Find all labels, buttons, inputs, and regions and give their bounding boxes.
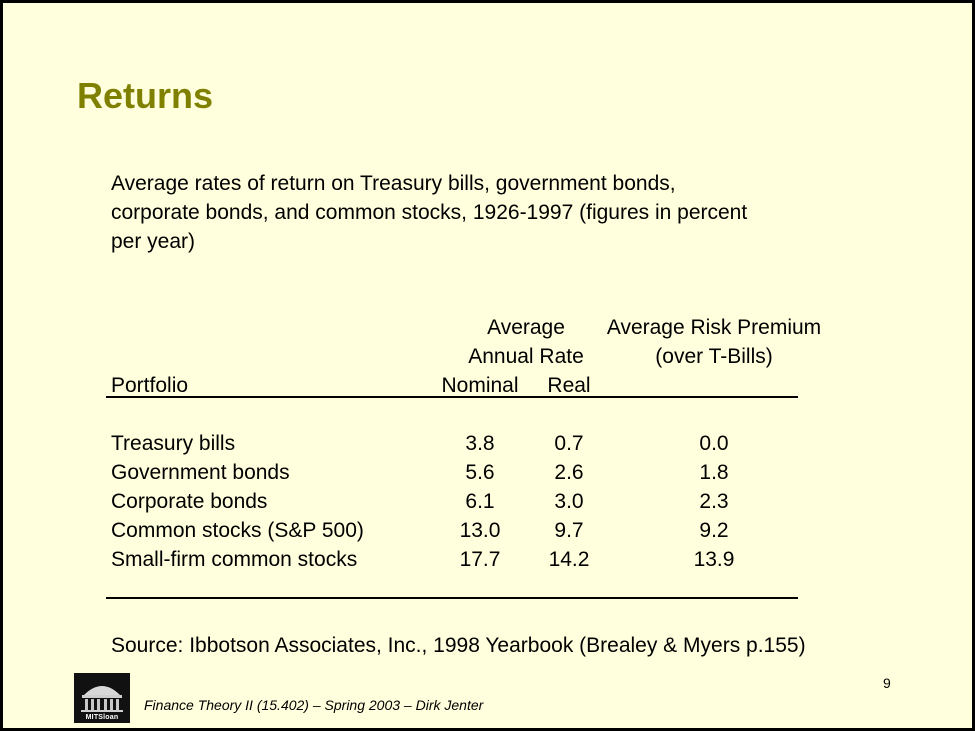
row-portfolio: Small-firm common stocks [111, 548, 358, 571]
slide-title: Returns [77, 75, 214, 116]
row-nominal: 13.0 [459, 519, 501, 542]
row-real: 14.2 [548, 548, 590, 571]
row-nominal: 5.6 [465, 461, 495, 484]
row-real: 3.0 [554, 490, 584, 513]
row-real: 0.7 [554, 432, 584, 455]
header-over-tbills: (over T-Bills) [655, 345, 773, 368]
row-premium: 9.2 [699, 519, 729, 542]
row-nominal: 3.8 [465, 432, 495, 455]
row-nominal: 17.7 [459, 548, 501, 571]
row-premium: 13.9 [693, 548, 735, 571]
header-risk-premium: Average Risk Premium [606, 316, 822, 339]
row-portfolio: Government bonds [111, 461, 290, 484]
footer-text: Finance Theory II (15.402) – Spring 2003… [144, 697, 484, 713]
table-bottom-rule [106, 597, 798, 599]
row-premium: 1.8 [699, 461, 729, 484]
source-note: Source: Ibbotson Associates, Inc., 1998 … [111, 634, 806, 657]
header-portfolio: Portfolio [111, 374, 189, 397]
row-portfolio: Common stocks (S&P 500) [111, 519, 364, 542]
row-premium: 2.3 [699, 490, 729, 513]
intro-text: Average rates of return on Treasury bill… [111, 172, 748, 253]
dome-building-icon [81, 686, 123, 712]
header-annual-rate: Annual Rate [468, 345, 584, 368]
logo-text: MITSloan [85, 714, 119, 721]
row-portfolio: Corporate bonds [111, 490, 268, 513]
header-nominal: Nominal [441, 374, 519, 397]
row-real: 2.6 [554, 461, 584, 484]
mit-sloan-logo: MITSloan [74, 673, 130, 723]
header-average: Average [487, 316, 565, 339]
row-real: 9.7 [554, 519, 584, 542]
row-nominal: 6.1 [465, 490, 495, 513]
header-real: Real [547, 374, 591, 397]
table-top-rule [106, 396, 798, 398]
row-portfolio: Treasury bills [111, 432, 236, 455]
page-number: 9 [883, 675, 891, 691]
row-premium: 0.0 [699, 432, 729, 455]
